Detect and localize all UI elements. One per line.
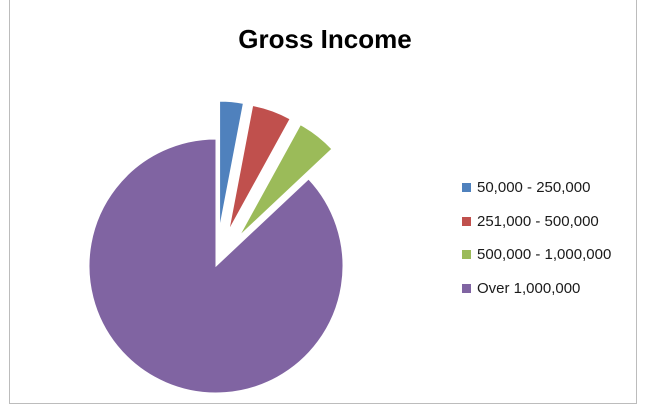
pie-slice-2: [228, 104, 291, 231]
legend-item: 251,000 - 500,000: [462, 211, 611, 232]
legend-swatch: [462, 250, 471, 259]
legend-swatch: [462, 283, 471, 293]
legend-item: 500,000 - 1,000,000: [462, 244, 611, 265]
legend-item: 50,000 - 250,000: [462, 177, 611, 198]
legend-item: Over 1,000,000: [462, 278, 611, 299]
legend-label: Over 1,000,000: [477, 279, 581, 297]
legend-label: 251,000 - 500,000: [477, 212, 599, 230]
legend-swatch: [462, 216, 471, 226]
legend-label: 500,000 - 1,000,000: [477, 246, 612, 263]
pie-slice-4: [88, 138, 344, 394]
legend-label: 50,000 - 250,000: [477, 179, 591, 196]
pie-slice-1: [219, 100, 244, 229]
pie-slice-3: [238, 124, 333, 237]
chart-legend: 50,000 - 250,000 251,000 - 500,000 500,000…: [462, 177, 611, 311]
legend-swatch: [462, 183, 471, 192]
chart-title: Gross Income: [238, 24, 412, 54]
